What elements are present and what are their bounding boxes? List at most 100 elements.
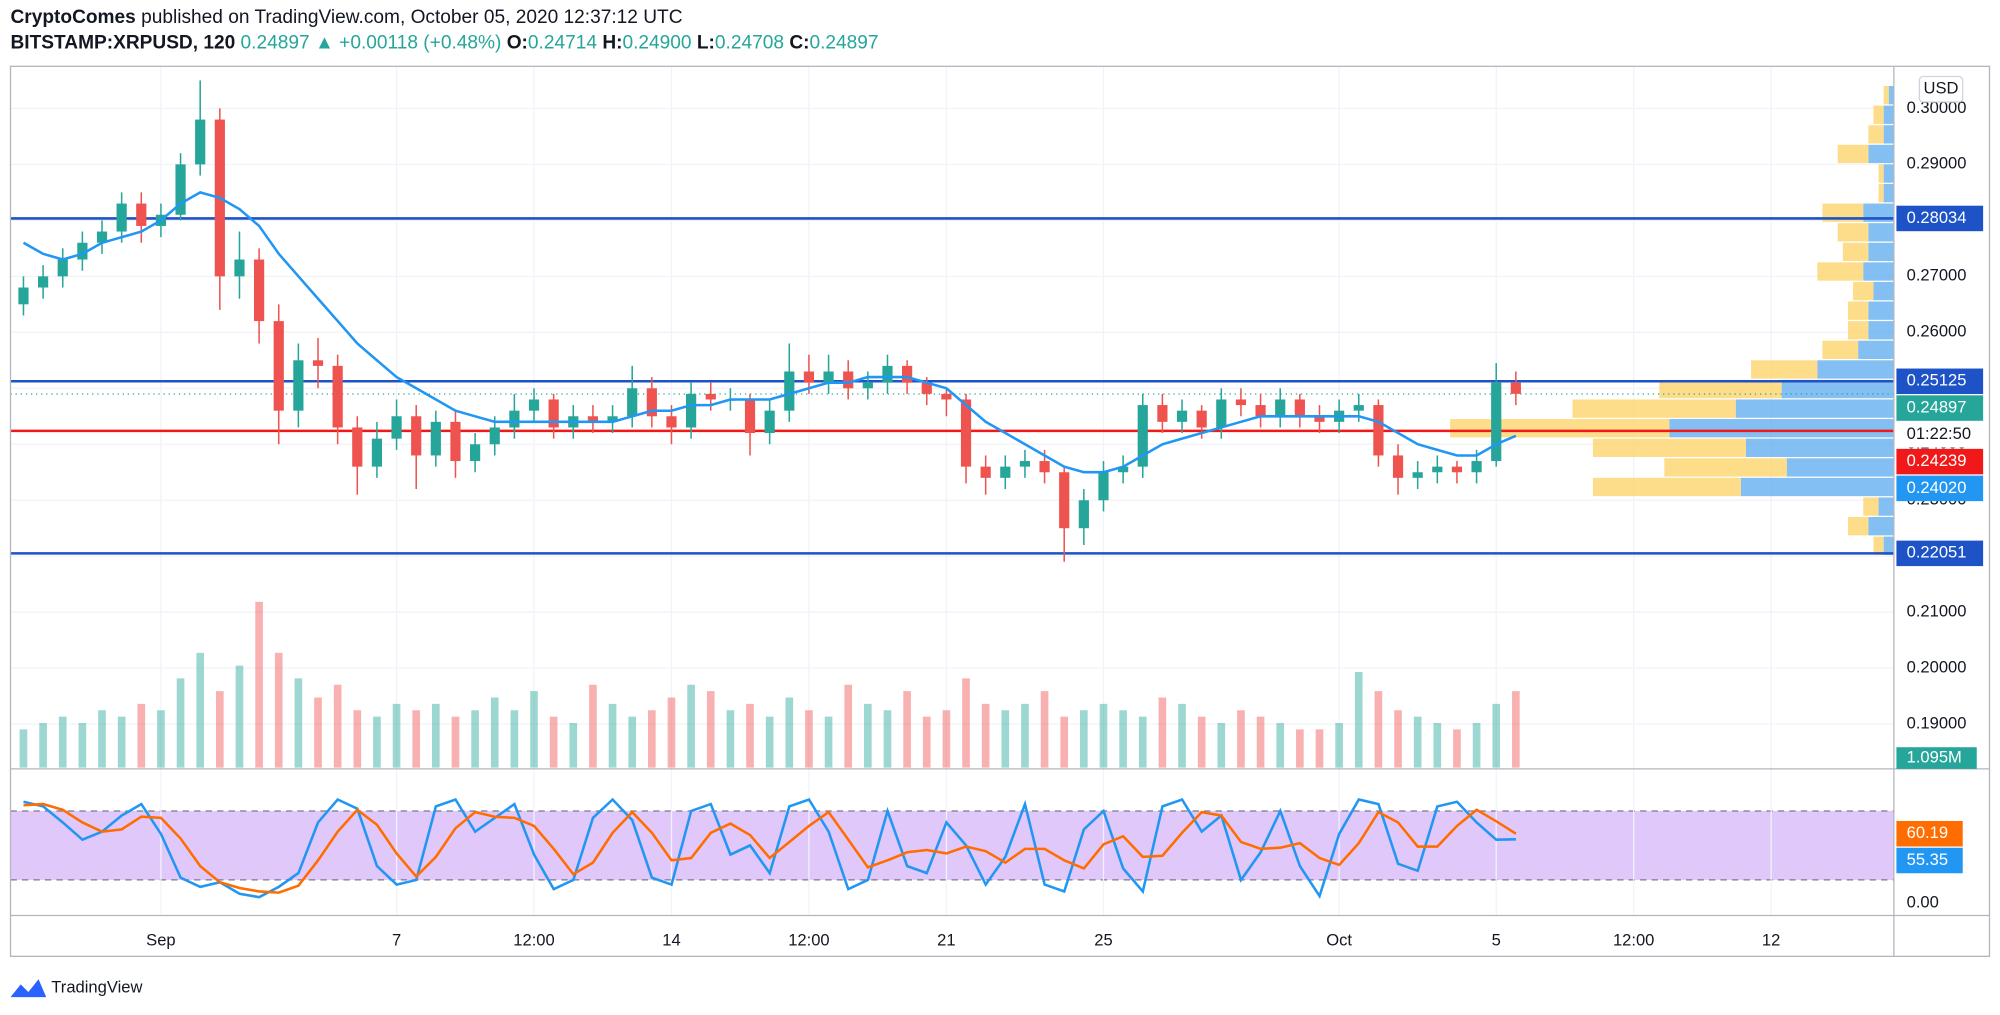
volume-bar <box>1001 710 1010 768</box>
candle-body <box>116 203 127 232</box>
candle-body <box>1019 461 1031 467</box>
x-tick-label: 5 <box>1492 930 1501 949</box>
profile-up <box>1868 301 1894 320</box>
profile-down <box>1873 536 1884 555</box>
volume-bar <box>1315 729 1324 768</box>
profile-down <box>1822 340 1859 360</box>
volume-bar <box>392 703 401 768</box>
y-tick-label: 0.27000 <box>1907 266 1967 285</box>
volume-bar <box>19 729 28 768</box>
volume-bar <box>1433 722 1442 768</box>
profile-down <box>1842 242 1869 262</box>
profile-up <box>1858 340 1894 360</box>
volume-label: 1.095M <box>1907 747 1962 766</box>
currency-badge[interactable] <box>1918 75 1964 103</box>
high: 0.24900 <box>623 32 692 53</box>
candle-body <box>1039 461 1050 473</box>
author: CryptoComes <box>11 7 136 28</box>
profile-down <box>1572 399 1736 418</box>
profile-up <box>1883 183 1894 203</box>
candle-body <box>1471 461 1482 473</box>
candle-body <box>411 416 422 456</box>
candle-body <box>1078 500 1089 529</box>
candle-body <box>528 399 540 411</box>
x-tick-label: 12:00 <box>513 930 554 949</box>
x-tick-label: 21 <box>937 930 955 949</box>
profile-up <box>1669 419 1894 438</box>
profile-down <box>1873 105 1884 124</box>
brand: TradingView <box>51 978 142 997</box>
profile-down <box>1868 125 1884 144</box>
y-tick-label: 0.21000 <box>1907 602 1967 621</box>
candle-body <box>902 365 913 383</box>
candle-body <box>1275 399 1286 417</box>
candle-body <box>1235 399 1247 406</box>
volume-bar <box>864 703 872 768</box>
candle-body <box>1118 466 1129 473</box>
volume-bar <box>39 722 47 768</box>
volume-bar <box>746 703 754 768</box>
volume-bar <box>216 691 224 768</box>
x-tick-label: 25 <box>1094 930 1112 949</box>
volume-bar <box>765 716 774 768</box>
profile-down <box>1883 86 1889 105</box>
profile-up <box>1878 497 1894 516</box>
volume-bar <box>432 703 440 768</box>
price-label-box <box>1896 395 1984 421</box>
profile-up <box>1868 144 1894 164</box>
profile-down <box>1817 262 1864 281</box>
candle-body <box>921 382 932 394</box>
y-tick-label: 0.29000 <box>1907 154 1967 173</box>
price-label-box <box>1896 205 1984 232</box>
candle-body <box>1451 466 1463 473</box>
profile-down <box>1751 360 1818 379</box>
volume-bar <box>333 684 342 768</box>
candle-body <box>1098 472 1109 501</box>
volume-bar <box>824 716 833 768</box>
profile-up <box>1868 517 1894 536</box>
candle-body <box>352 427 363 467</box>
candle-body <box>293 360 304 411</box>
volume-bar <box>1099 703 1108 768</box>
volume-bar <box>981 703 990 768</box>
stoch-band <box>10 810 1894 880</box>
volume-bar <box>805 710 813 768</box>
candle-body <box>1216 399 1227 428</box>
candle-body <box>273 321 284 411</box>
volume-bar <box>687 684 695 768</box>
price-label: 0.22051 <box>1907 543 1967 562</box>
candle-body <box>705 393 716 400</box>
volume-bar <box>235 665 244 768</box>
candle-body <box>430 421 441 456</box>
volume-bar <box>1374 691 1383 768</box>
profile-down <box>1878 183 1884 203</box>
candle-body <box>587 416 599 422</box>
candle-body <box>1255 405 1266 417</box>
moving-average <box>22 191 1517 474</box>
profile-up <box>1740 477 1894 497</box>
brand-logo <box>10 979 47 998</box>
x-tick-label: 12 <box>1762 930 1780 949</box>
price-label: 0.24020 <box>1907 478 1967 497</box>
candle-body <box>77 242 88 260</box>
y-tick-label: 0.19000 <box>1907 714 1967 733</box>
price-label-box <box>1896 540 1984 567</box>
x-tick-label: 14 <box>662 930 680 949</box>
symbol: BITSTAMP:XRPUSD, 120 <box>11 32 236 53</box>
volume-label-box <box>1896 747 1977 769</box>
chart: Sep 7 12:00 14 12:00 21 25 Oct 5 12:00 120.300000.… <box>10 66 1967 949</box>
volume-bar <box>589 684 597 768</box>
candle-body <box>666 416 677 428</box>
candle-body <box>332 365 343 428</box>
y-tick-label: 0.26000 <box>1907 322 1967 341</box>
candle-body <box>1157 405 1168 422</box>
volume-bar <box>1060 716 1069 768</box>
volume-bar <box>706 691 715 768</box>
candle-body <box>744 399 756 434</box>
profile-up <box>1873 281 1894 301</box>
volume-bar <box>117 716 126 768</box>
volume-bar <box>883 710 892 768</box>
header-line-1: CryptoComes published on TradingView.com… <box>11 7 683 28</box>
profile-down <box>1664 458 1787 477</box>
